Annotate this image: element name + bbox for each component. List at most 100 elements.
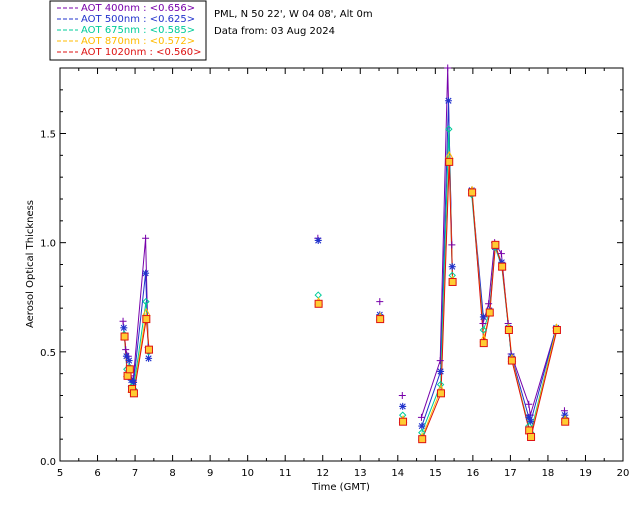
data-point [399,402,407,410]
data-point [479,339,488,348]
x-tick-label: 12 [316,468,329,479]
data-point [498,262,507,271]
legend-entry: AOT 870nm : <0.572> [81,36,195,47]
series-line [530,329,558,438]
data-point [129,389,138,398]
data-point [436,357,444,365]
series-markers [119,64,570,444]
series-line [511,360,532,438]
x-tick-label: 9 [207,468,213,479]
data-point [125,365,134,374]
data-point [525,426,534,435]
series-lines [122,67,558,440]
data-point [507,356,516,365]
data-point [561,417,570,426]
data-point [497,250,505,258]
x-tick-label: 8 [169,468,175,479]
data-point [444,64,452,72]
y-axis-label: Aerosol Optical Thickness [25,200,36,328]
y-tick-label: 0.5 [40,348,56,359]
data-point [314,236,322,244]
data-point [445,157,454,166]
x-tick-label: 20 [617,468,630,479]
data-point [376,298,384,306]
data-point [448,263,456,271]
y-axis: 0.0 0.5 1.0 1.5 [40,89,623,468]
x-tick-label: 11 [279,468,292,479]
data-point [417,413,425,421]
y-tick-label: 0.0 [40,457,56,468]
data-point [485,308,494,317]
data-point [436,380,445,389]
x-tick-label: 16 [466,468,479,479]
x-tick-label: 5 [57,468,63,479]
x-tick-label: 18 [542,468,555,479]
data-point [122,352,130,360]
data-point [130,378,138,386]
series-line [420,67,453,418]
x-tick-label: 17 [504,468,517,479]
data-point [561,411,569,419]
y-tick-label: 1.5 [40,130,56,141]
data-point [399,417,408,426]
data-point [552,326,561,334]
legend-entry: AOT 400nm : <0.656> [81,3,195,14]
data-point [398,392,406,399]
data-point [418,435,427,444]
data-point [122,346,130,354]
x-tick-label: 6 [94,468,100,479]
x-axis-label: Time (GMT) [311,482,370,493]
data-point [504,326,513,334]
series-line [421,100,453,427]
data-point [485,300,493,308]
x-tick-label: 13 [354,468,367,479]
data-point [479,326,488,334]
data-point [144,345,153,354]
data-point [314,299,323,308]
data-point [479,313,487,321]
station-info: PML, N 50 22', W 04 08', Alt 0m [214,9,373,20]
series-line [530,327,558,435]
data-point [445,125,453,133]
data-point [145,354,153,362]
data-point [123,371,132,380]
x-tick-label: 14 [391,468,404,479]
data-point [437,367,445,375]
x-tick-label: 15 [429,468,442,479]
legend-entry: AOT 1020nm : <0.560> [81,47,201,58]
data-point [119,317,127,325]
data-point [142,269,150,277]
data-point [527,418,535,426]
data-point [142,234,150,242]
date-info: Data from: 03 Aug 2024 [214,26,335,37]
data-point [125,357,133,365]
x-tick-label: 19 [579,468,592,479]
data-point [314,291,322,299]
x-tick-label: 7 [132,468,138,479]
data-point [491,240,500,249]
series-line [421,161,454,440]
y-tick-label: 1.0 [40,239,56,250]
data-point [448,241,456,249]
legend: AOT 400nm : <0.656>AOT 500nm : <0.625>AO… [49,0,207,61]
data-point [468,188,477,197]
data-point [142,297,150,306]
data-point [418,422,426,430]
legend-entry: AOT 675nm : <0.585> [81,25,195,36]
series-line [511,356,532,422]
data-point [525,413,533,421]
data-point [444,97,452,105]
series-line [530,327,557,422]
data-point [120,324,128,332]
series-line [421,129,453,433]
data-point [479,319,487,327]
data-point [142,315,151,324]
data-point [498,258,506,266]
data-point [120,332,129,341]
data-point [376,315,385,324]
data-point [436,389,445,398]
data-point [448,277,457,286]
x-axis: 5 6 7 8 9 10 11 12 13 14 15 16 17 18 19 20 [57,68,630,479]
data-point [525,400,533,408]
data-point [527,432,536,441]
